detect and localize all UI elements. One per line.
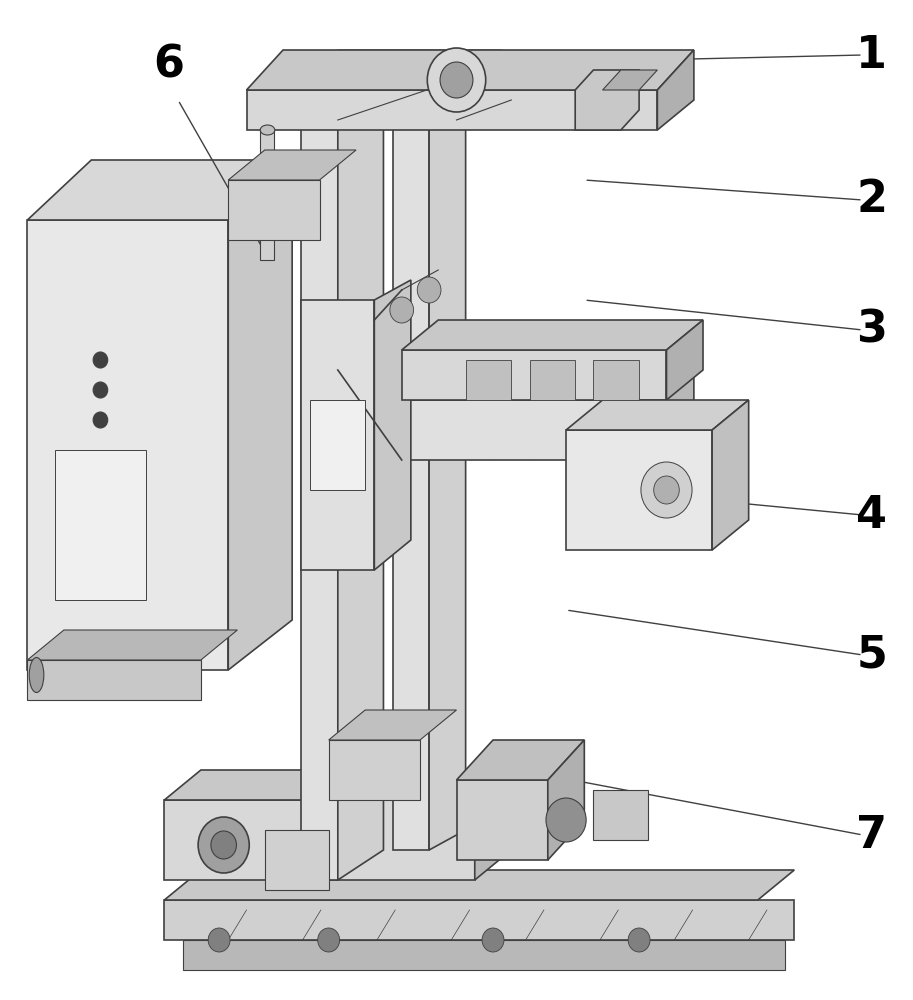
Polygon shape bbox=[393, 120, 429, 850]
Polygon shape bbox=[301, 50, 502, 80]
Circle shape bbox=[427, 48, 486, 112]
Polygon shape bbox=[329, 710, 456, 740]
Polygon shape bbox=[228, 180, 320, 240]
Circle shape bbox=[208, 928, 230, 952]
Polygon shape bbox=[666, 320, 703, 400]
Polygon shape bbox=[402, 350, 666, 400]
Polygon shape bbox=[183, 940, 785, 970]
Polygon shape bbox=[548, 740, 584, 860]
Polygon shape bbox=[429, 110, 466, 850]
Text: 2: 2 bbox=[856, 178, 887, 222]
Circle shape bbox=[654, 476, 679, 504]
Polygon shape bbox=[338, 80, 383, 880]
Polygon shape bbox=[374, 280, 411, 570]
Text: 6: 6 bbox=[153, 43, 184, 87]
Polygon shape bbox=[657, 370, 694, 460]
Polygon shape bbox=[566, 400, 749, 430]
Polygon shape bbox=[365, 370, 694, 400]
Circle shape bbox=[93, 382, 108, 398]
Polygon shape bbox=[475, 770, 511, 880]
Polygon shape bbox=[566, 430, 712, 550]
Polygon shape bbox=[27, 220, 228, 670]
Polygon shape bbox=[301, 300, 374, 570]
Polygon shape bbox=[164, 870, 794, 900]
Text: 1: 1 bbox=[856, 33, 887, 77]
Polygon shape bbox=[55, 450, 146, 600]
Circle shape bbox=[390, 297, 414, 323]
Text: 4: 4 bbox=[856, 493, 887, 536]
Ellipse shape bbox=[29, 658, 44, 692]
Polygon shape bbox=[164, 800, 475, 880]
Circle shape bbox=[440, 62, 473, 98]
Circle shape bbox=[641, 462, 692, 518]
Circle shape bbox=[546, 798, 586, 842]
Polygon shape bbox=[456, 780, 548, 860]
Polygon shape bbox=[712, 400, 749, 550]
Polygon shape bbox=[228, 160, 292, 670]
Polygon shape bbox=[247, 90, 657, 130]
Polygon shape bbox=[329, 740, 420, 800]
Polygon shape bbox=[575, 70, 639, 130]
Polygon shape bbox=[260, 130, 274, 260]
Polygon shape bbox=[265, 830, 329, 890]
Polygon shape bbox=[530, 360, 575, 400]
Circle shape bbox=[198, 817, 249, 873]
Polygon shape bbox=[466, 360, 511, 400]
Polygon shape bbox=[603, 70, 657, 90]
Text: 3: 3 bbox=[856, 308, 887, 352]
Text: 5: 5 bbox=[856, 634, 887, 676]
Circle shape bbox=[93, 412, 108, 428]
Polygon shape bbox=[301, 80, 466, 120]
Polygon shape bbox=[164, 770, 511, 800]
Circle shape bbox=[482, 928, 504, 952]
Polygon shape bbox=[402, 320, 703, 350]
Polygon shape bbox=[593, 790, 648, 840]
Polygon shape bbox=[310, 400, 365, 490]
Polygon shape bbox=[365, 400, 657, 460]
Polygon shape bbox=[27, 660, 201, 700]
Polygon shape bbox=[27, 160, 292, 220]
Polygon shape bbox=[164, 900, 794, 940]
Polygon shape bbox=[593, 360, 639, 400]
Polygon shape bbox=[657, 50, 694, 130]
Polygon shape bbox=[27, 630, 237, 660]
Circle shape bbox=[628, 928, 650, 952]
Polygon shape bbox=[301, 100, 338, 880]
Text: 7: 7 bbox=[856, 814, 887, 856]
Polygon shape bbox=[228, 150, 356, 180]
Circle shape bbox=[211, 831, 236, 859]
Circle shape bbox=[93, 352, 108, 368]
Circle shape bbox=[318, 928, 340, 952]
Circle shape bbox=[417, 277, 441, 303]
Polygon shape bbox=[456, 740, 584, 780]
Polygon shape bbox=[247, 50, 694, 90]
Ellipse shape bbox=[260, 125, 275, 135]
